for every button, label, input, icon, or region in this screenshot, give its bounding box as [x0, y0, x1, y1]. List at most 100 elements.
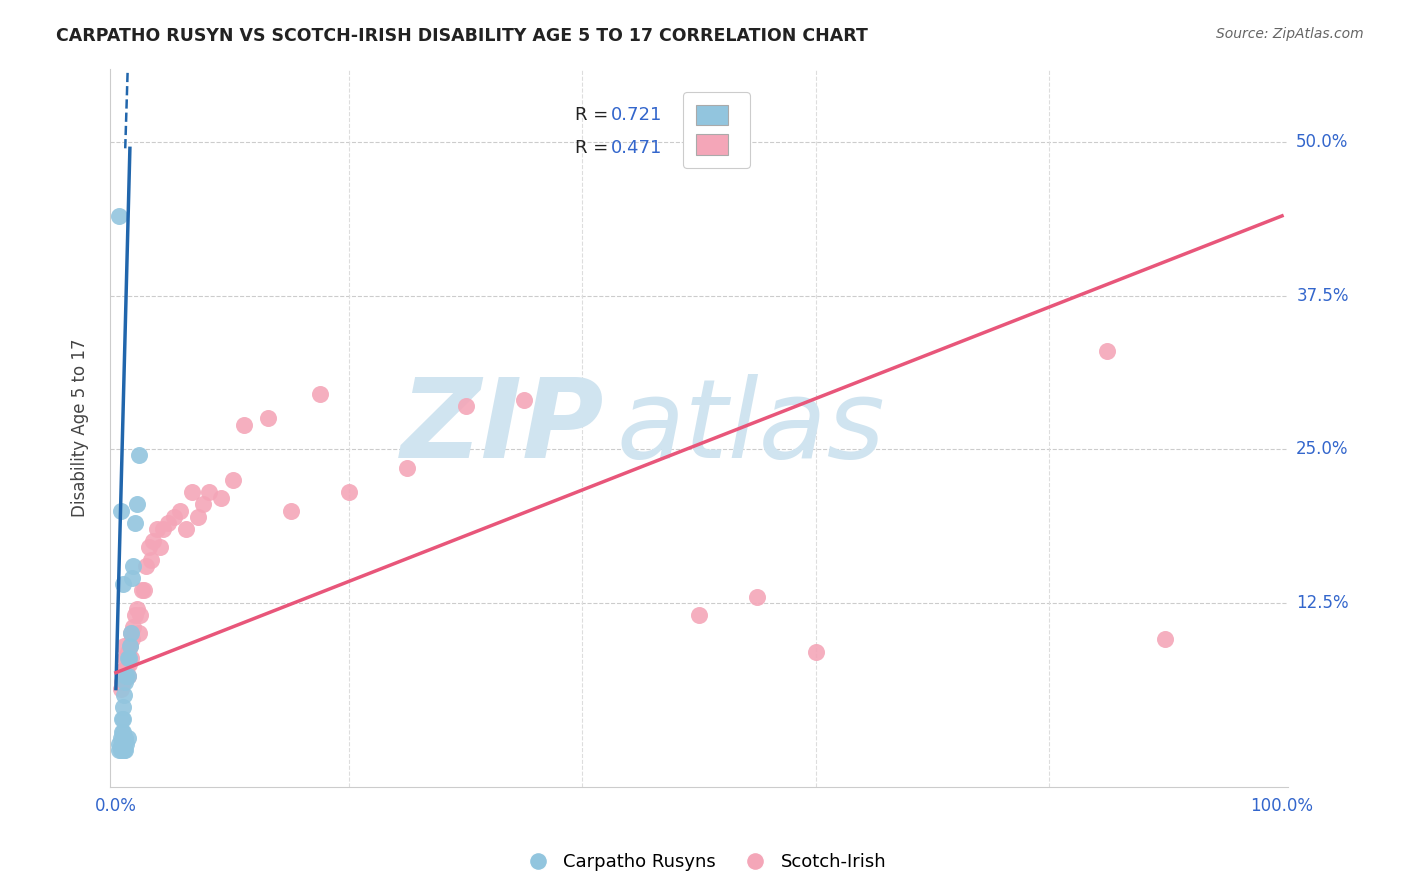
- Point: [122, 558, 145, 573]
- Point: [111, 712, 134, 726]
- Point: [111, 724, 134, 739]
- Point: [131, 583, 153, 598]
- Point: [124, 607, 146, 622]
- Point: [111, 577, 134, 591]
- Point: [163, 509, 186, 524]
- Text: atlas: atlas: [616, 374, 886, 481]
- Text: 12.5%: 12.5%: [1296, 594, 1348, 612]
- Point: [118, 651, 141, 665]
- Text: N =: N =: [669, 138, 721, 156]
- Point: [121, 632, 143, 647]
- Point: [112, 688, 135, 702]
- Point: [111, 724, 134, 739]
- Point: [256, 411, 278, 425]
- Point: [138, 541, 160, 555]
- Y-axis label: Disability Age 5 to 17: Disability Age 5 to 17: [72, 338, 89, 517]
- Point: [110, 731, 132, 745]
- Point: [115, 737, 138, 751]
- Point: [114, 675, 136, 690]
- Point: [112, 737, 135, 751]
- Point: [117, 669, 139, 683]
- Point: [115, 663, 138, 677]
- Text: 0.471: 0.471: [610, 138, 662, 156]
- Text: 0.721: 0.721: [610, 106, 662, 124]
- Point: [396, 460, 419, 475]
- Point: [804, 645, 827, 659]
- Point: [108, 209, 131, 223]
- Text: Source: ZipAtlas.com: Source: ZipAtlas.com: [1216, 27, 1364, 41]
- Point: [688, 607, 710, 622]
- Point: [149, 541, 172, 555]
- Point: [1095, 343, 1118, 358]
- Point: [115, 669, 138, 683]
- Point: [111, 712, 134, 726]
- Point: [117, 651, 139, 665]
- Point: [221, 473, 243, 487]
- Point: [111, 737, 134, 751]
- Text: 36: 36: [717, 106, 740, 124]
- Point: [152, 522, 174, 536]
- Text: ZIP: ZIP: [401, 374, 605, 481]
- Point: [114, 731, 136, 745]
- Point: [110, 681, 132, 696]
- Point: [142, 534, 165, 549]
- Point: [125, 497, 148, 511]
- Point: [125, 602, 148, 616]
- Text: CARPATHO RUSYN VS SCOTCH-IRISH DISABILITY AGE 5 TO 17 CORRELATION CHART: CARPATHO RUSYN VS SCOTCH-IRISH DISABILIT…: [56, 27, 868, 45]
- Legend: , : ,: [683, 92, 749, 168]
- Point: [309, 387, 332, 401]
- Point: [157, 516, 180, 530]
- Point: [112, 663, 135, 677]
- Point: [114, 651, 136, 665]
- Point: [111, 743, 134, 757]
- Point: [118, 639, 141, 653]
- Point: [193, 497, 215, 511]
- Text: R =: R =: [575, 106, 614, 124]
- Text: R =: R =: [575, 138, 614, 156]
- Point: [747, 590, 769, 604]
- Point: [1154, 632, 1177, 647]
- Text: 25.0%: 25.0%: [1296, 440, 1348, 458]
- Point: [233, 417, 256, 432]
- Point: [112, 639, 135, 653]
- Legend: Carpatho Rusyns, Scotch-Irish: Carpatho Rusyns, Scotch-Irish: [512, 847, 894, 879]
- Point: [111, 663, 134, 677]
- Point: [454, 399, 477, 413]
- Point: [112, 743, 135, 757]
- Point: [337, 485, 360, 500]
- Point: [145, 522, 167, 536]
- Text: 37.5%: 37.5%: [1296, 286, 1348, 305]
- Point: [108, 737, 131, 751]
- Text: N =: N =: [669, 106, 721, 124]
- Point: [120, 626, 142, 640]
- Point: [124, 516, 146, 530]
- Point: [132, 583, 155, 598]
- Point: [110, 503, 132, 517]
- Point: [111, 743, 134, 757]
- Point: [120, 651, 142, 665]
- Point: [111, 675, 134, 690]
- Point: [135, 558, 157, 573]
- Point: [111, 700, 134, 714]
- Point: [110, 739, 132, 754]
- Point: [114, 669, 136, 683]
- Point: [117, 669, 139, 683]
- Point: [108, 743, 131, 757]
- Point: [118, 639, 141, 653]
- Text: 53: 53: [717, 138, 740, 156]
- Point: [111, 675, 134, 690]
- Point: [198, 485, 221, 500]
- Point: [120, 626, 142, 640]
- Point: [169, 503, 191, 517]
- Point: [139, 552, 162, 566]
- Point: [128, 448, 150, 462]
- Point: [186, 509, 208, 524]
- Point: [114, 743, 136, 757]
- Point: [118, 657, 141, 671]
- Point: [209, 491, 232, 506]
- Point: [129, 607, 152, 622]
- Point: [280, 503, 302, 517]
- Point: [111, 737, 134, 751]
- Point: [117, 731, 139, 745]
- Point: [513, 392, 536, 407]
